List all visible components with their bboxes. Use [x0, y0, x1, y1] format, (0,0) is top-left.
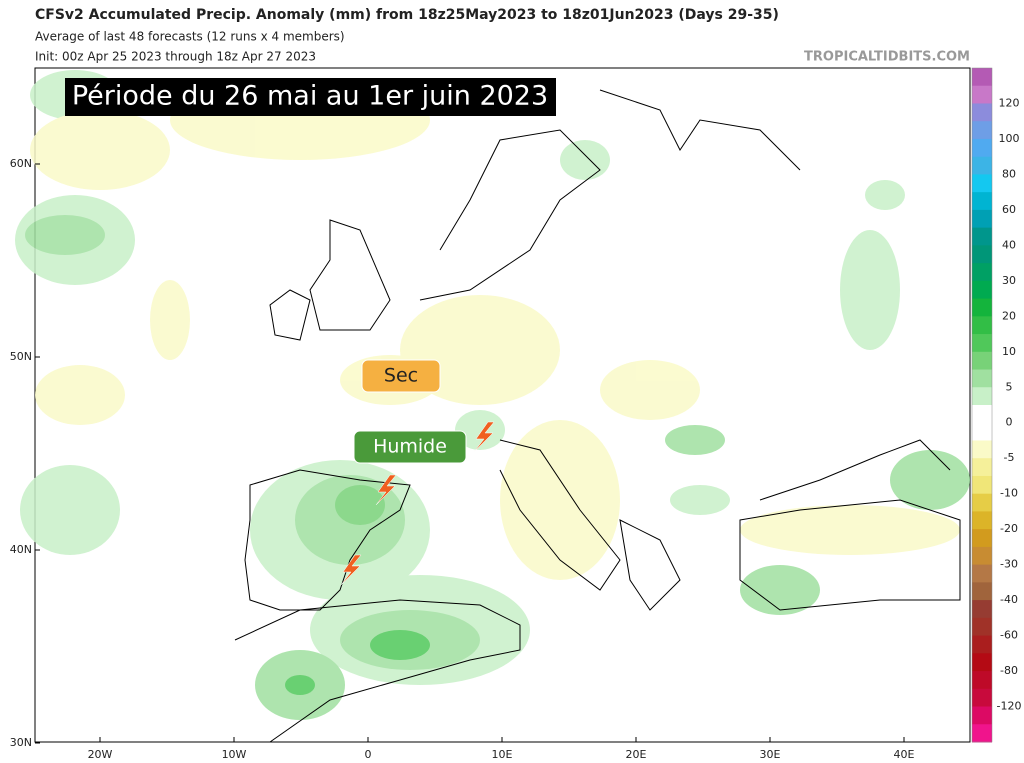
colorbar-segment — [972, 138, 992, 158]
colorbar-segment — [972, 156, 992, 175]
colorbar-segment — [972, 298, 992, 317]
colorbar-label: -80 — [1000, 664, 1018, 677]
lon-label: 0 — [365, 748, 372, 761]
lon-label: 10W — [222, 748, 247, 761]
lat-label: 40N — [10, 543, 32, 556]
colorbar-label: -20 — [1000, 522, 1018, 535]
lat-label: 30N — [10, 736, 32, 749]
watermark: TROPICALTIDBITS.COM — [804, 50, 970, 65]
colorbar-segment — [972, 369, 992, 388]
colorbar-label: 5 — [1006, 380, 1013, 393]
colorbar-segment — [972, 280, 992, 300]
colorbar-label: 0 — [1006, 416, 1013, 429]
dry-label-box — [361, 359, 441, 393]
colorbar-segment — [972, 688, 992, 708]
lightning-icons — [340, 421, 495, 586]
overlay-title: Période du 26 mai au 1er juin 2023 — [72, 81, 548, 112]
colorbar-segment — [972, 209, 992, 229]
lon-label: 30E — [760, 748, 781, 761]
lon-label: 40E — [894, 748, 915, 761]
title: CFSv2 Accumulated Precip. Anomaly (mm) f… — [35, 7, 779, 23]
lat-label: 50N — [10, 350, 32, 363]
subtitle: Average of last 48 forecasts (12 runs x … — [35, 30, 345, 44]
colorbar-label: 100 — [999, 132, 1020, 145]
colorbar-segment — [972, 68, 992, 87]
colorbar-label: -40 — [1000, 593, 1018, 606]
colorbar-segment — [972, 529, 992, 548]
colorbar-label: 80 — [1002, 167, 1016, 180]
colorbar-segment — [972, 174, 992, 193]
lon-label: 20E — [626, 748, 647, 761]
colorbar-segment — [972, 103, 992, 122]
dry-label: Sec — [384, 365, 418, 387]
colorbar-segment — [972, 617, 992, 637]
lat-label: 60N — [10, 157, 32, 170]
colorbar-label: -60 — [1000, 629, 1018, 642]
colorbar-segment — [972, 511, 992, 530]
colorbar-segment — [972, 458, 992, 477]
lon-label: 10E — [492, 748, 513, 761]
overlay-title-box — [65, 78, 556, 116]
colorbar-segment — [972, 653, 992, 672]
colorbar-segment — [972, 493, 992, 512]
colorbar-segment — [972, 600, 992, 619]
colorbar-segment — [972, 263, 992, 282]
colorbar-segment — [972, 351, 992, 371]
colorbar-label: -10 — [1000, 487, 1018, 500]
coastline — [234, 89, 961, 743]
colorbar-segment — [972, 706, 992, 725]
init-text: Init: 00z Apr 25 2023 through 18z Apr 27… — [35, 50, 316, 64]
colorbar-segment — [972, 405, 992, 424]
wet-label-box — [353, 430, 467, 464]
colorbar-label: 20 — [1002, 309, 1016, 322]
colorbar-segment — [972, 422, 992, 441]
colorbar-segment — [972, 316, 992, 335]
colorbar-frame — [971, 67, 993, 743]
colorbar-segment — [972, 85, 992, 104]
colorbar-label: -120 — [997, 700, 1022, 713]
colorbar-segment — [972, 475, 992, 495]
lon-label: 20W — [88, 748, 113, 761]
colorbar-label: 30 — [1002, 274, 1016, 287]
colorbar-segment — [972, 671, 992, 690]
colorbar-segment — [972, 724, 992, 743]
wet-label: Humide — [373, 436, 447, 458]
colorbar-segment — [972, 245, 992, 264]
colorbar-label: -5 — [1004, 451, 1015, 464]
colorbar-label: 120 — [999, 96, 1020, 109]
colorbar-segment — [972, 582, 992, 601]
colorbar-segment — [972, 227, 992, 246]
colorbar-label: -30 — [1000, 558, 1018, 571]
colorbar-label: 10 — [1002, 345, 1016, 358]
colorbar-segment — [972, 334, 992, 353]
colorbar-label: 40 — [1002, 238, 1016, 251]
colorbar-segment — [972, 440, 992, 459]
colorbar-segment — [972, 192, 992, 211]
colorbar-label: 60 — [1002, 203, 1016, 216]
colorbar-segment — [972, 387, 992, 406]
colorbar-segment — [972, 546, 992, 566]
colorbar-segment — [972, 635, 992, 654]
colorbar-segment — [972, 564, 992, 583]
colorbar-segment — [972, 121, 992, 140]
map — [15, 67, 971, 743]
